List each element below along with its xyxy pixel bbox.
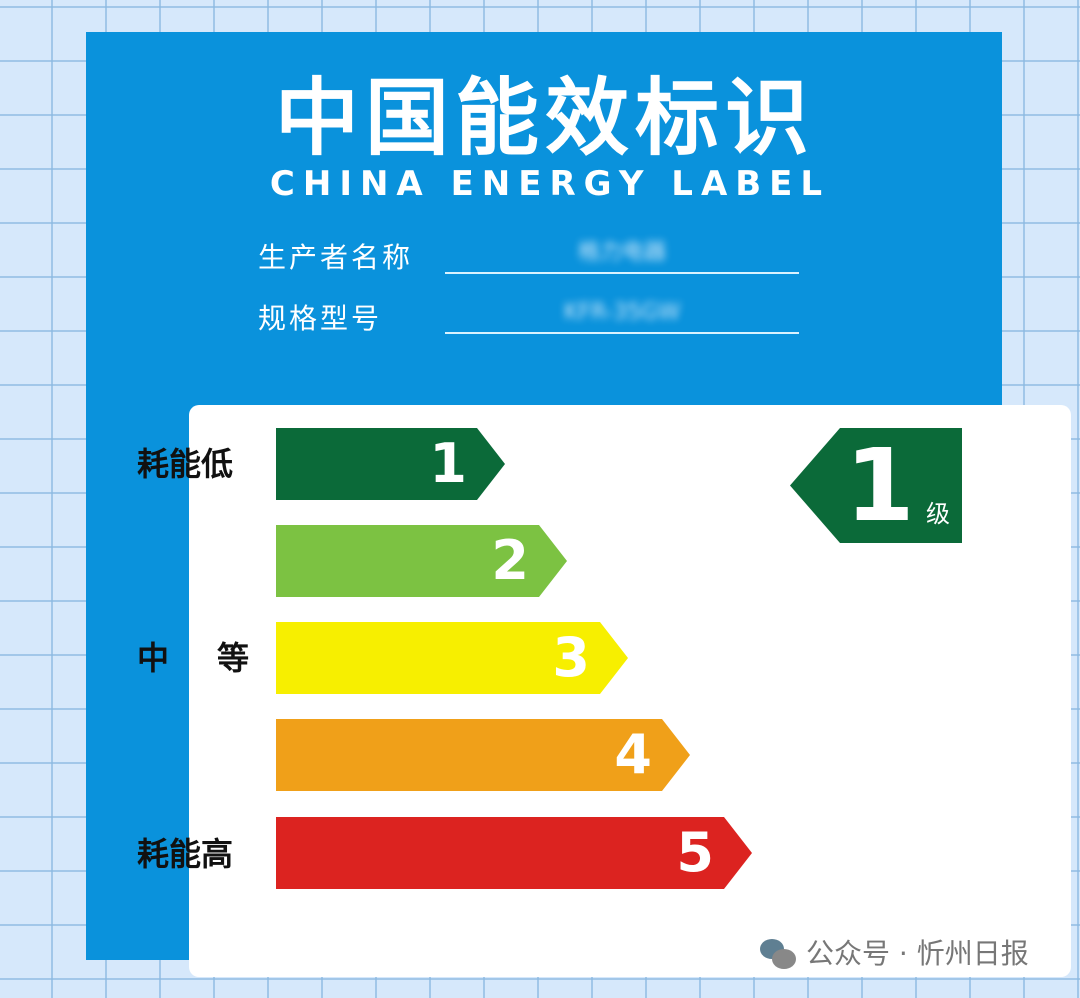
indicator-unit: 级: [926, 500, 950, 528]
grade-bar-2: 2: [276, 525, 567, 597]
title-cn: 中国能效标识: [274, 69, 815, 167]
watermark: 公众号 · 忻州日报: [760, 938, 1029, 970]
watermark-text: 公众号 · 忻州日报: [806, 937, 1029, 970]
grade-bar-3: 3: [276, 622, 628, 694]
model-line: [445, 332, 799, 334]
wechat-icon: [760, 939, 796, 969]
grade-bar-4: 4: [276, 719, 690, 791]
grade-bar-1: 1: [276, 428, 505, 500]
label-low: 耗能低: [137, 445, 234, 483]
indicator-grade: 1: [845, 427, 915, 544]
manufacturer-line: [445, 272, 799, 274]
label-high: 耗能高: [137, 835, 234, 873]
label-mid: 中 等: [137, 639, 258, 677]
model-label: 规格型号: [258, 302, 383, 335]
model-value: KFR-35GW: [563, 300, 681, 325]
manufacturer-value: 格力电器: [577, 240, 666, 265]
manufacturer-label: 生产者名称: [258, 241, 414, 274]
title-en: CHINA ENERGY LABEL: [269, 164, 831, 204]
grade-bar-5: 5: [276, 817, 752, 889]
